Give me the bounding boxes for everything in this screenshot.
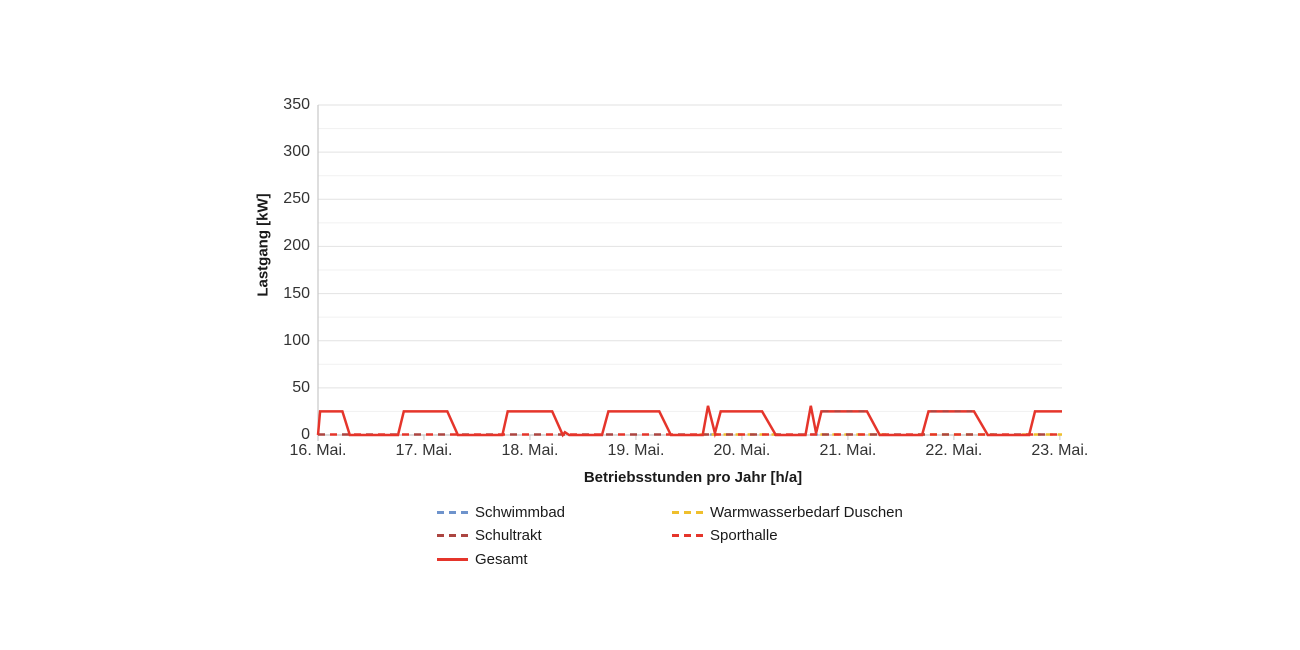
y-tick-label: 200 [283, 237, 310, 255]
gesamt-line-swatch [437, 557, 468, 561]
x-tick-label: 23. Mai. [1031, 442, 1089, 459]
x-tick-label: 16. Mai. [289, 442, 347, 459]
y-tick-label: 50 [292, 378, 310, 396]
x-tick-label: 21. Mai. [819, 442, 877, 459]
schwimmbad-line-swatch [437, 510, 468, 514]
legend-label: Warmwasserbedarf Duschen [710, 503, 903, 521]
y-tick-label: 0 [301, 426, 310, 443]
warmwasser-line-swatch [672, 510, 703, 514]
legend-label: Schwimmbad [475, 503, 566, 521]
legend-item-gesamt: Gesamt [437, 550, 528, 568]
legend-label: Gesamt [475, 550, 528, 568]
legend-item-schwimmbad: Schwimmbad [437, 503, 566, 521]
legend-label: Sporthalle [710, 527, 778, 544]
legend-item-sporthalle: Sporthalle [672, 527, 778, 544]
x-tick-label: 18. Mai. [501, 442, 559, 459]
sporthalle-line-swatch [672, 534, 703, 537]
legend-item-schultrakt: Schultrakt [437, 527, 542, 544]
y-tick-label: 150 [283, 284, 310, 302]
y-tick-label: 250 [283, 190, 310, 208]
x-tick-label: 19. Mai. [607, 442, 665, 459]
x-tick-label: 20. Mai. [713, 442, 771, 459]
legend-label: Schultrakt [475, 527, 542, 544]
y-tick-label: 300 [283, 143, 310, 161]
x-axis-title: Betriebsstunden pro Jahr [h/a] [583, 469, 803, 486]
legend-item-warmwasserbedarf-duschen: Warmwasserbedarf Duschen [672, 503, 903, 521]
y-tick-label: 350 [283, 96, 310, 113]
y-tick-label: 100 [283, 331, 310, 349]
series-gesamt [316, 405, 1062, 439]
schultrakt-line-swatch [437, 534, 468, 537]
x-tick-label: 17. Mai. [395, 442, 453, 459]
x-tick-label: 22. Mai. [925, 442, 983, 459]
